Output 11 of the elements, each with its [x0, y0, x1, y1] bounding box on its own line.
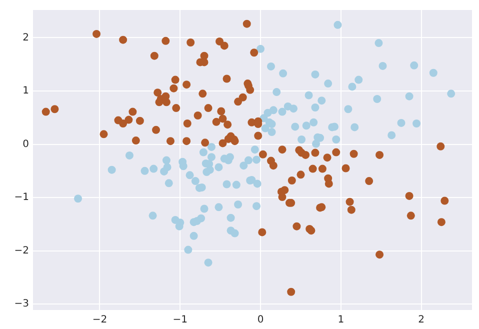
x-tick-label: 0: [257, 314, 264, 326]
y-tick-label: −3: [14, 298, 29, 310]
y-tick-label: 0: [22, 138, 29, 150]
y-tick-label: 2: [22, 32, 29, 44]
x-tick-label: 1: [338, 314, 344, 326]
y-tick-label: −1: [14, 192, 29, 204]
x-tick-label: −1: [172, 314, 188, 326]
x-tick-label: −2: [92, 314, 108, 326]
y-tick-label: 1: [22, 86, 29, 97]
y-tick-label: −2: [14, 245, 29, 256]
x-tick-label: 2: [418, 314, 425, 326]
